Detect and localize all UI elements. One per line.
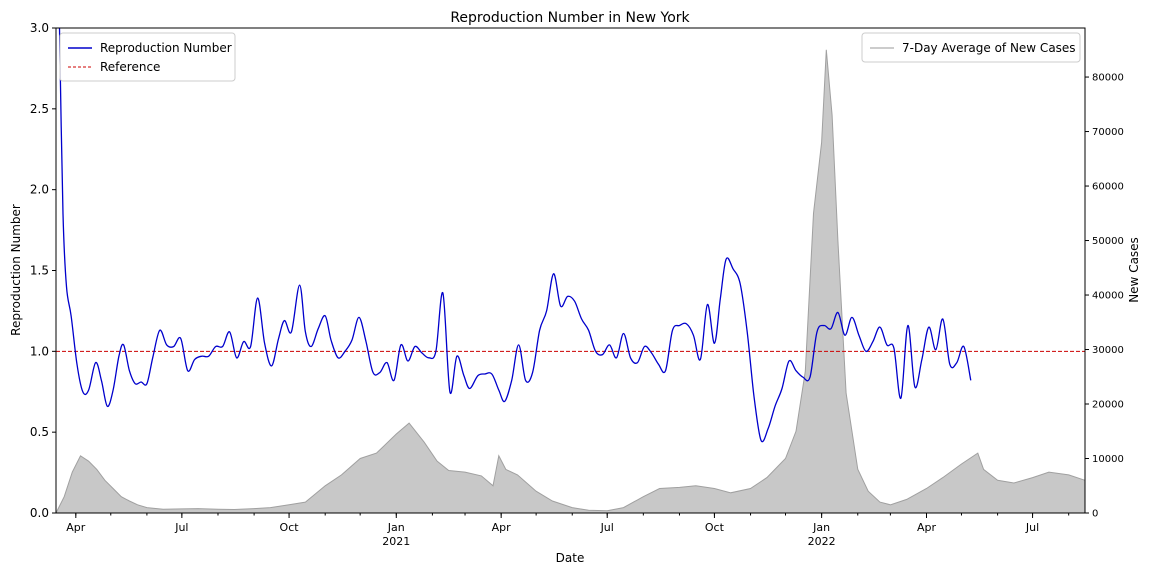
x-tick-label: Jan xyxy=(812,521,830,534)
x-tick-label: Oct xyxy=(280,521,300,534)
right-tick-label: 0 xyxy=(1092,509,1098,520)
left-tick-label: 2.5 xyxy=(30,102,49,116)
x-tick-label: Jul xyxy=(174,521,188,534)
right-tick-label: 60000 xyxy=(1092,182,1124,193)
right-tick-label: 50000 xyxy=(1092,236,1124,247)
right-tick-label: 70000 xyxy=(1092,127,1124,138)
x-year-label: 2022 xyxy=(808,535,836,548)
legend-label: 7-Day Average of New Cases xyxy=(902,41,1076,55)
left-tick-label: 0.0 xyxy=(30,506,49,520)
plot-frame xyxy=(55,27,1086,514)
left-tick-label: 1.5 xyxy=(30,264,49,278)
cases-area-layer xyxy=(55,49,1086,514)
right-tick-label: 40000 xyxy=(1092,291,1124,302)
x-tick-label: Jan xyxy=(387,521,405,534)
y2-axis-label: New Cases xyxy=(1127,237,1141,303)
right-tick-label: 80000 xyxy=(1092,73,1124,84)
x-tick-label: Jul xyxy=(1025,521,1039,534)
rn-line xyxy=(58,27,972,443)
x-tick-label: Apr xyxy=(492,521,512,534)
left-tick-label: 3.0 xyxy=(30,21,49,35)
legend-label: Reference xyxy=(100,60,160,74)
cases-area xyxy=(55,49,1086,514)
legend-box xyxy=(861,32,1081,63)
x-axis-label: Date xyxy=(556,551,585,565)
right-axis: 0 10000 20000 30000 40000 50000 60000 70000 8000… xyxy=(1085,73,1124,520)
legend-label: Reproduction Number xyxy=(100,41,232,55)
y-axis-label: Reproduction Number xyxy=(9,204,23,336)
right-tick-label: 20000 xyxy=(1092,400,1124,411)
left-axis: 0.0 0.5 1.0 1.5 2.0 2.5 3.0 xyxy=(30,21,56,520)
left-tick-label: 1.0 xyxy=(30,344,49,358)
x-tick-label: Apr xyxy=(917,521,937,534)
x-tick-label: Apr xyxy=(66,521,86,534)
legend-box xyxy=(59,32,236,82)
right-tick-label: 10000 xyxy=(1092,454,1124,465)
x-tick-label: Oct xyxy=(705,521,725,534)
x-tick-label: Jul xyxy=(600,521,614,534)
left-tick-label: 2.0 xyxy=(30,183,49,197)
left-tick-label: 0.5 xyxy=(30,425,49,439)
legend-left: Reproduction Number Reference xyxy=(59,32,236,82)
chart-title: Reproduction Number in New York xyxy=(450,10,690,26)
right-tick-label: 30000 xyxy=(1092,345,1124,356)
legend-right: 7-Day Average of New Cases xyxy=(861,32,1081,63)
x-year-label: 2021 xyxy=(382,535,410,548)
rn-line-layer xyxy=(58,27,972,443)
